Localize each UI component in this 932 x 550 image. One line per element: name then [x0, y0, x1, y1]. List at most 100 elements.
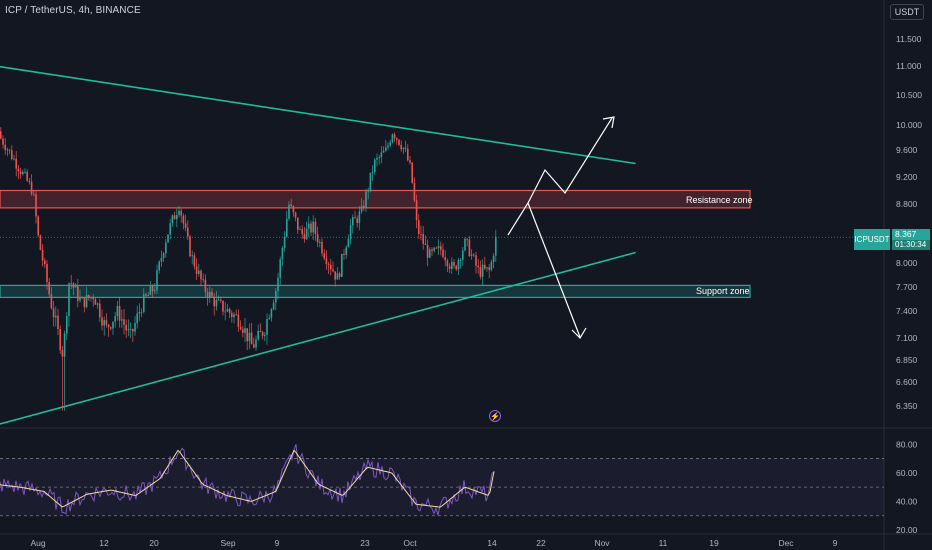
candle-body	[281, 248, 284, 260]
time-tick-label: 11	[659, 538, 668, 548]
time-tick-label: Sep	[220, 538, 235, 548]
rsi-line	[0, 444, 495, 516]
candle-body	[272, 302, 275, 310]
candle-body	[151, 285, 154, 292]
trendline-lower	[0, 251, 636, 425]
candle-body	[200, 270, 202, 280]
candle-body	[466, 238, 468, 240]
candle-body	[237, 314, 240, 327]
candle-body	[2, 138, 4, 145]
candle-body	[367, 189, 369, 192]
candle-body	[336, 273, 339, 280]
candle-body	[129, 329, 132, 330]
candle-body	[301, 229, 303, 235]
candle-body	[332, 269, 334, 272]
candle-body	[226, 309, 229, 312]
candle-body	[448, 266, 451, 269]
currency-button[interactable]: USDT	[890, 4, 924, 20]
candle-body	[136, 313, 138, 324]
time-tick-label: 19	[709, 538, 719, 548]
price-tick-label: 10.500	[896, 90, 922, 100]
candle-body	[182, 215, 185, 224]
candle-body	[486, 267, 488, 269]
candle-body	[50, 294, 53, 309]
candle-body	[101, 317, 103, 326]
candle-body	[376, 157, 378, 160]
price-tag-price: 8.367	[892, 229, 930, 240]
candle-body	[140, 311, 143, 313]
candle-body	[446, 260, 449, 267]
candle-body	[149, 285, 152, 296]
candle-body	[13, 158, 15, 160]
candle-body	[103, 320, 105, 326]
candle-body	[312, 221, 314, 233]
price-tick-label: 10.000	[896, 120, 922, 130]
candle-body	[44, 260, 46, 264]
price-tag-countdown: 01:30:34	[892, 240, 930, 250]
candle-body	[15, 158, 17, 169]
support-zone	[0, 284, 751, 298]
candle-body	[24, 171, 26, 173]
candle-body	[380, 152, 383, 158]
candle-body	[143, 294, 145, 312]
candle-body	[147, 295, 149, 296]
candle-body	[156, 270, 158, 291]
candle-body	[275, 291, 277, 303]
lightning-icon[interactable]: ⚡	[489, 410, 501, 422]
candle-body	[217, 299, 220, 301]
bearish-projection-arrow	[527, 202, 581, 338]
candle-body	[11, 150, 13, 160]
candle-body	[371, 171, 374, 173]
candle-body	[358, 211, 361, 224]
candle-body	[202, 279, 204, 281]
candle-body	[442, 249, 444, 258]
candle-body	[341, 253, 343, 277]
candle-body	[4, 144, 6, 150]
candle-body	[407, 148, 409, 161]
candle-body	[393, 134, 396, 139]
rsi-tick-label: 20.00	[896, 525, 918, 535]
candle-body	[297, 217, 299, 230]
price-tick-label: 9.600	[896, 145, 918, 155]
candle-body	[468, 239, 471, 256]
resistance-zone-label: Resistance zone	[686, 195, 753, 205]
candle-body	[481, 264, 484, 277]
candle-body	[246, 328, 248, 342]
candle-body	[409, 160, 411, 163]
candle-body	[118, 306, 121, 321]
candle-body	[107, 324, 110, 328]
candle-body	[308, 223, 310, 229]
candle-body	[451, 262, 453, 269]
candle-body	[470, 254, 473, 256]
candle-body	[382, 150, 385, 153]
candle-body	[90, 296, 92, 299]
rsi-tick-label: 60.00	[896, 468, 918, 478]
candle-body	[253, 344, 255, 348]
time-tick-label: 14	[487, 538, 497, 548]
candle-body	[116, 306, 119, 317]
candle-body	[211, 291, 213, 297]
candle-body	[250, 332, 253, 345]
candle-body	[17, 168, 20, 172]
candle-body	[314, 221, 317, 234]
arrow-head-up	[602, 116, 615, 129]
price-tag: ICPUSDT 8.367 01:30:34	[854, 229, 930, 250]
candle-body	[277, 277, 279, 292]
candle-body	[402, 147, 405, 150]
candle-body	[160, 258, 163, 262]
candle-body	[431, 249, 433, 251]
candle-body	[85, 294, 88, 308]
rsi-ma-line	[0, 449, 495, 508]
candle-body	[389, 142, 391, 146]
candle-body	[429, 249, 431, 258]
candle-body	[198, 270, 200, 274]
candle-body	[110, 327, 112, 329]
price-tick-label: 8.800	[896, 199, 918, 209]
candle-body	[270, 309, 273, 319]
candle-body	[189, 236, 191, 257]
time-tick-label: 9	[833, 538, 838, 548]
candle-body	[30, 181, 33, 194]
candle-body	[398, 139, 400, 145]
candle-body	[343, 253, 345, 255]
